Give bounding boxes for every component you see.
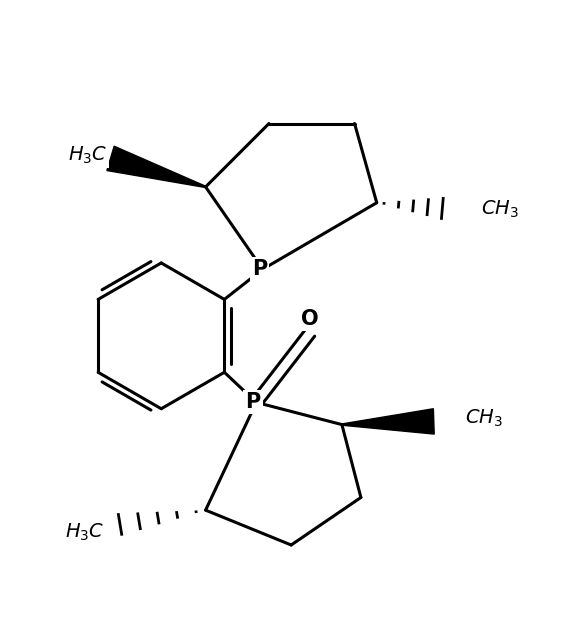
Text: O: O [301,308,319,329]
Polygon shape [107,146,206,188]
Text: $H_3C$: $H_3C$ [68,145,107,166]
Text: P: P [245,392,261,412]
Text: $CH_3$: $CH_3$ [482,198,519,220]
Text: P: P [252,259,267,279]
Text: $H_3C$: $H_3C$ [65,522,104,543]
Polygon shape [342,409,434,434]
Text: $CH_3$: $CH_3$ [465,408,503,429]
